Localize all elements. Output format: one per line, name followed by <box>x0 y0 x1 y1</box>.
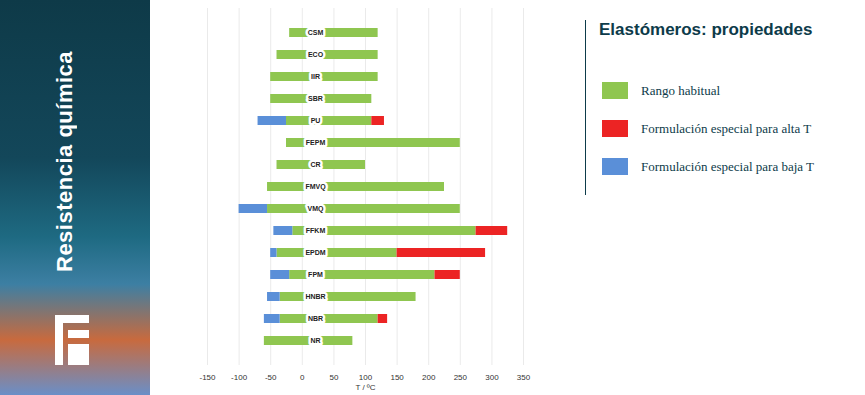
svg-text:300: 300 <box>485 373 499 382</box>
svg-text:PU: PU <box>311 117 321 124</box>
svg-text:HNBR: HNBR <box>305 293 325 300</box>
svg-text:350: 350 <box>517 373 531 382</box>
svg-text:200: 200 <box>422 373 436 382</box>
svg-text:CR: CR <box>310 161 320 168</box>
svg-text:SBR: SBR <box>308 95 323 102</box>
svg-text:-100: -100 <box>231 373 248 382</box>
html-text:Resistencia química: Resistencia química <box>52 51 77 272</box>
html-text:Formulación especial para baja: Formulación especial para baja T <box>641 159 814 174</box>
svg-text:250: 250 <box>454 373 468 382</box>
svg-text:-150: -150 <box>199 373 216 382</box>
svg-text:ECO: ECO <box>308 51 324 58</box>
svg-text:FEPM: FEPM <box>306 139 326 146</box>
html-text:Formulación especial para alta: Formulación especial para alta T <box>641 121 812 136</box>
svg-text:FMVQ: FMVQ <box>305 183 326 191</box>
svg-text:100: 100 <box>359 373 373 382</box>
svg-text:T / ºC: T / ºC <box>355 383 375 392</box>
svg-text:VMQ: VMQ <box>308 205 325 213</box>
svg-text:-50: -50 <box>265 373 277 382</box>
svg-text:CSM: CSM <box>308 29 324 36</box>
html-text:Elastómeros: propiedades: Elastómeros: propiedades <box>599 20 813 39</box>
html-text:Rango habitual: Rango habitual <box>641 83 721 98</box>
svg-text:NBR: NBR <box>308 315 323 322</box>
svg-text:FPM: FPM <box>308 271 323 278</box>
svg-text:50: 50 <box>329 373 338 382</box>
svg-text:EPDM: EPDM <box>305 249 325 256</box>
svg-text:IIR: IIR <box>311 73 320 80</box>
svg-text:150: 150 <box>390 373 404 382</box>
svg-text:FFKM: FFKM <box>306 227 326 234</box>
svg-text:NR: NR <box>310 337 320 344</box>
svg-text:0: 0 <box>300 373 305 382</box>
